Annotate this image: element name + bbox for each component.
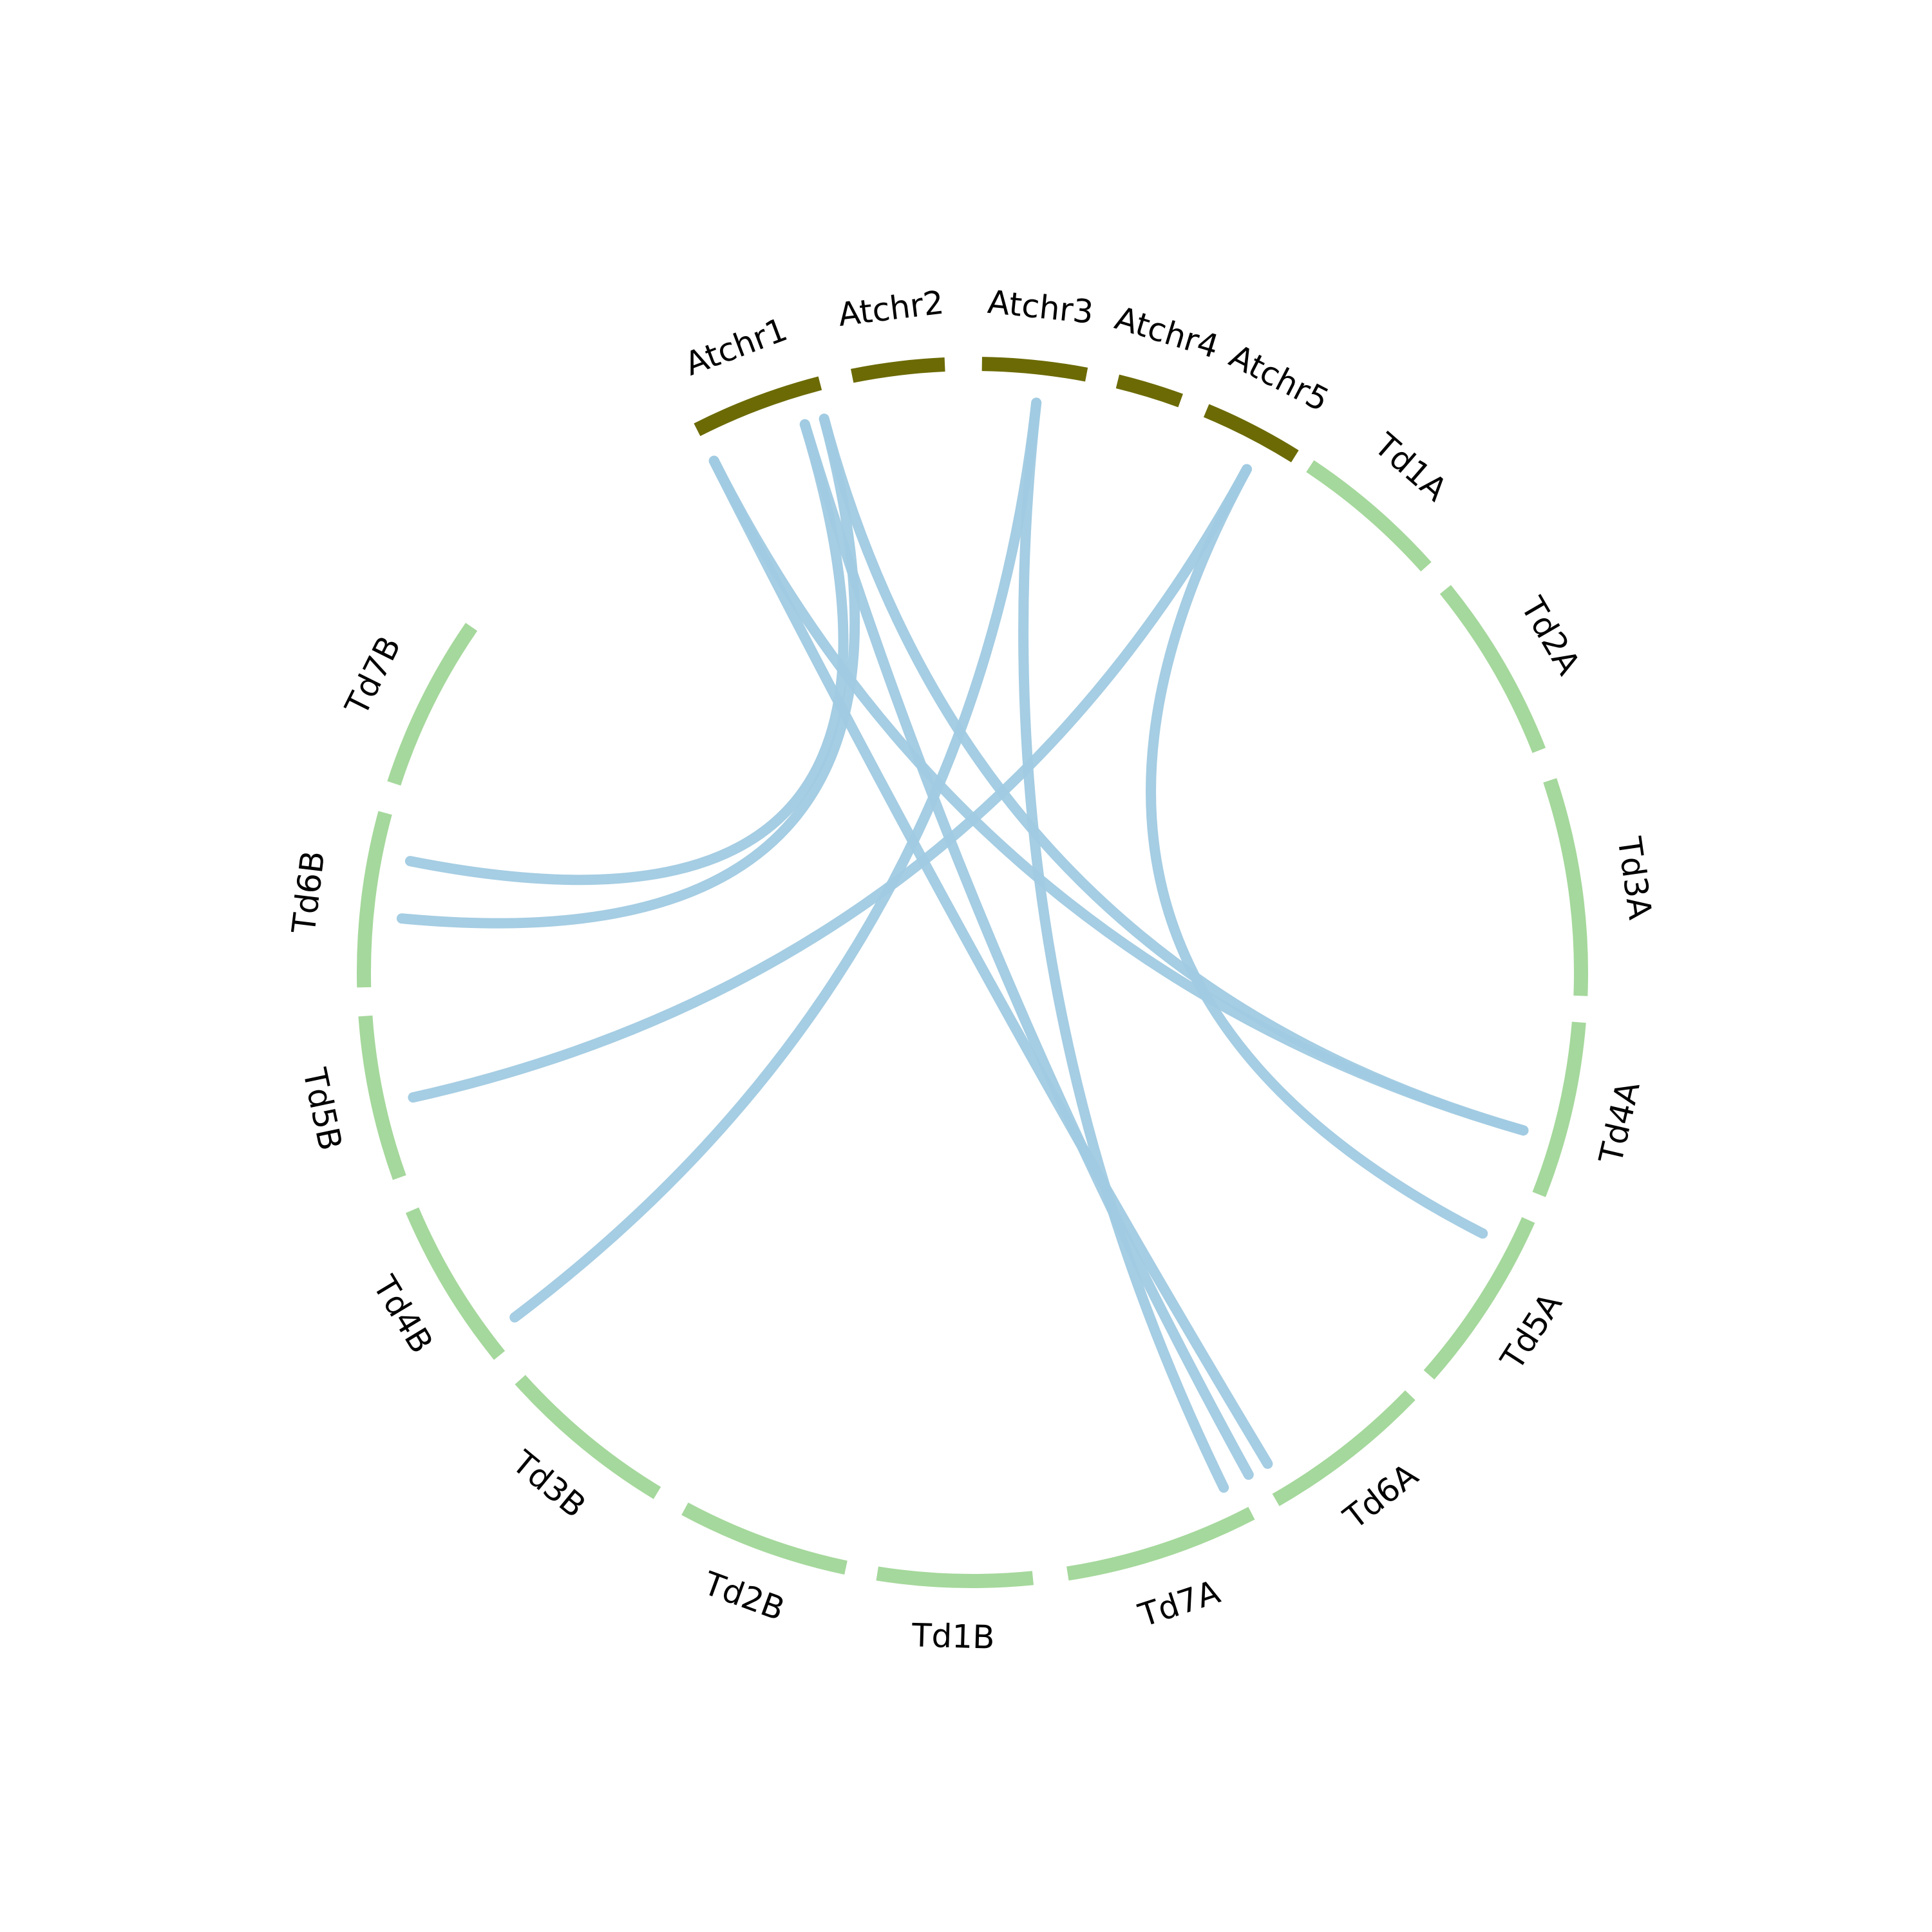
segment-label-td1b: Td1B xyxy=(911,1616,995,1656)
segments-layer xyxy=(357,357,1588,1588)
segment-label-td7a: Td7A xyxy=(1133,1573,1224,1634)
segment-label-atchr4: Atchr4 xyxy=(1111,299,1223,366)
segment-td5b xyxy=(358,1015,406,1180)
segment-td2a xyxy=(1439,585,1546,753)
link-atchr2-td4a-9 xyxy=(819,413,1529,1136)
segment-label-td4b: Td4B xyxy=(365,1269,440,1359)
segment-td5a xyxy=(1423,1217,1535,1380)
link-atchr3-td4b-4 xyxy=(509,397,1042,1323)
segment-label-td5b: Td5B xyxy=(296,1065,349,1154)
link-atchr2-td6b-10 xyxy=(396,413,860,929)
segment-atchr4 xyxy=(1115,374,1183,408)
segment-atchr1 xyxy=(694,376,822,437)
links-layer xyxy=(396,397,1529,1493)
segment-label-td1a: Td1A xyxy=(1367,426,1454,509)
segment-td4a xyxy=(1532,1021,1586,1197)
segment-label-td6b: Td6B xyxy=(285,849,332,936)
link-atchr5-td5b-2 xyxy=(408,464,1252,1103)
segment-td2b xyxy=(681,1502,848,1575)
segment-label-td6a: Td6A xyxy=(1336,1456,1425,1537)
segment-label-td3b: Td3B xyxy=(505,1443,593,1525)
segment-atchr2 xyxy=(851,357,945,383)
link-atchr2-td6b-8 xyxy=(404,419,849,886)
segment-td3b xyxy=(515,1374,661,1499)
segment-label-atchr3: Atchr3 xyxy=(986,283,1095,331)
segment-atchr5 xyxy=(1203,404,1299,462)
segment-td6a xyxy=(1272,1390,1416,1506)
segment-label-td3a: Td3A xyxy=(1610,834,1659,922)
link-atchr3-td7a-3 xyxy=(1018,397,1229,1493)
segment-td4b xyxy=(405,1207,506,1360)
link-atchr5-td4a-1 xyxy=(1146,464,1488,1239)
segment-label-td4a: Td4A xyxy=(1592,1078,1647,1168)
segment-td7b xyxy=(387,623,478,786)
segment-label-td2b: Td2B xyxy=(698,1564,789,1628)
segment-label-atchr1: Atchr1 xyxy=(680,310,792,383)
segment-label-td7b: Td7B xyxy=(337,630,408,722)
segment-label-atchr2: Atchr2 xyxy=(836,283,945,334)
segment-td6b xyxy=(357,811,392,988)
segment-atchr3 xyxy=(981,357,1088,382)
segment-td1a xyxy=(1306,460,1432,572)
segment-td7a xyxy=(1066,1506,1255,1581)
segment-td1b xyxy=(876,1566,1034,1588)
segment-label-td2a: Td2A xyxy=(1513,591,1587,681)
segment-label-atchr5: Atchr5 xyxy=(1224,337,1335,419)
segment-label-td5a: Td5A xyxy=(1493,1287,1569,1377)
segment-td3a xyxy=(1543,778,1588,996)
link-atchr1-td6a-6 xyxy=(708,455,1273,1469)
